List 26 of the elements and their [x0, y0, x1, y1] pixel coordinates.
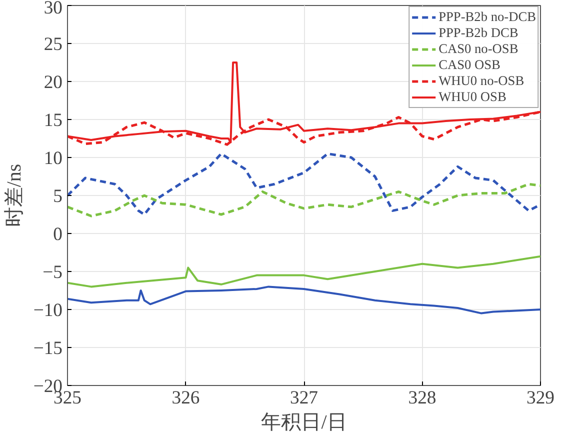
- y-tick-label: 30: [44, 0, 62, 18]
- x-tick-label: 326: [172, 388, 200, 408]
- x-tick-label: 327: [290, 388, 318, 408]
- y-tick-label: −10: [33, 300, 63, 321]
- legend-label: WHU0 no-OSB: [438, 73, 524, 89]
- legend-label: WHU0 OSB: [438, 89, 506, 105]
- legend-label: PPP-B2b no-DCB: [438, 9, 536, 25]
- legend-label: CAS0 OSB: [438, 57, 500, 73]
- y-tick-label: −15: [33, 338, 63, 359]
- line-series: [68, 255, 540, 288]
- y-axis-title: 时差/ns: [3, 164, 26, 228]
- y-tick-label: −5: [42, 262, 63, 283]
- y-tick-label: 5: [53, 186, 62, 207]
- x-tick-label: 328: [408, 388, 436, 408]
- line-series: [68, 152, 540, 216]
- y-tick-label: 15: [44, 110, 62, 131]
- y-tick-label: 0: [53, 224, 62, 245]
- x-tick-label: 329: [526, 388, 554, 408]
- y-tick-label: 20: [44, 72, 62, 93]
- x-axis-title: 年积日/日: [261, 412, 347, 434]
- line-series: [68, 286, 540, 314]
- line-series: [68, 182, 540, 218]
- legend-label: CAS0 no-OSB: [438, 41, 518, 57]
- y-tick-label: 25: [44, 34, 62, 55]
- y-tick-label: 10: [44, 148, 62, 169]
- legend-label: PPP-B2b DCB: [438, 25, 518, 41]
